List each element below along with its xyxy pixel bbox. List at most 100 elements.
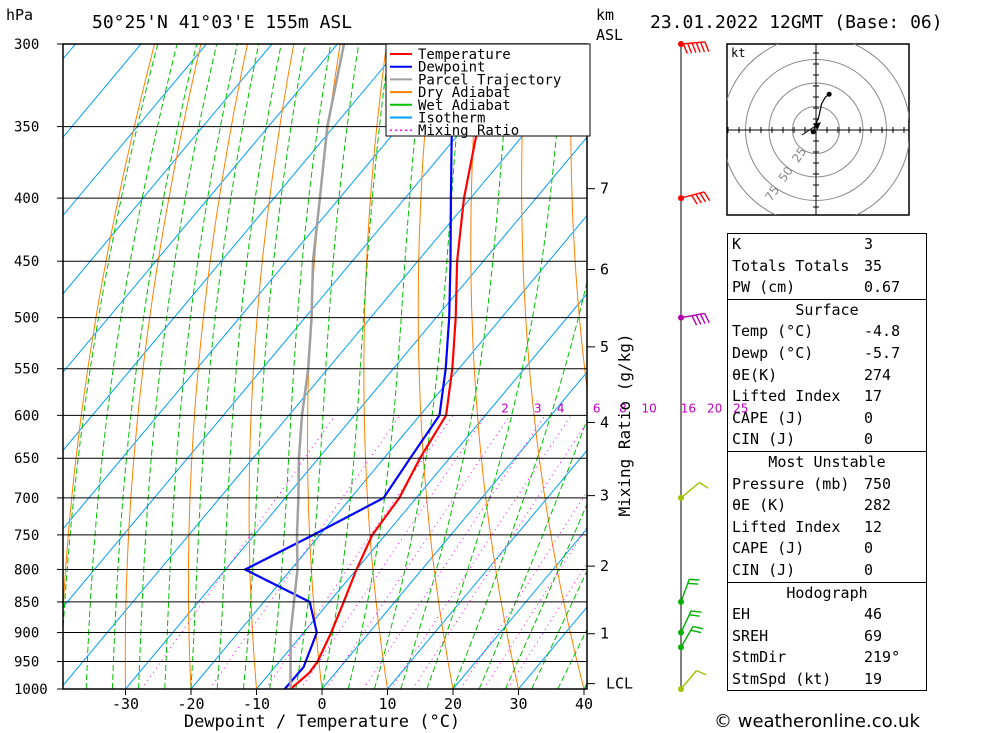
pressure-tick-label: 700 [14,491,39,507]
wet-adiabat-line [164,44,238,689]
x-tick-label: 30 [509,695,527,713]
legend-label: Wet Adiabat [418,98,511,114]
wet-adiabat-line [216,44,282,689]
wind-barb-flag [703,191,711,202]
wind-barb-flag [696,669,707,676]
wind-barb-flag [689,578,700,581]
mixing-ratio-line [362,415,546,689]
wind-barb-flag [691,610,702,614]
wet-adiabat-line [426,44,565,689]
wind-barb-flag [699,192,707,203]
wind-barb [678,312,710,326]
indices-value: 0 [864,539,874,558]
indices-label: Lifted Index [732,387,841,406]
wind-barb [678,625,704,651]
x-tick-label: 40 [575,695,593,713]
mixing-ratio-line [507,562,587,689]
isotherm-line [63,58,587,687]
wet-adiabat-line [478,418,587,689]
indices-value: 750 [864,474,892,493]
pressure-tick-label: 300 [14,37,39,53]
indices-row: StmDir 219° [728,647,926,669]
dry-adiabat-line [990,44,1000,689]
pressure-tick-label: 850 [14,595,39,611]
isotherm-line [125,136,587,689]
indices-label: StmDir [732,648,787,667]
indices-table: K 3 Totals Totals 35 PW (cm) 0.67 Surface Temp … [727,233,927,692]
location-title: 50°25'N 41°03'E 155m ASL [92,12,352,33]
mixing-ratio-line [325,415,511,689]
indices-value: -4.8 [864,322,901,341]
pressure-tick-label: 550 [14,362,39,378]
legend-box [385,43,591,137]
mixing-ratio-label: 20 [707,401,722,415]
wet-adiabat-line [269,44,332,689]
indices-row: CIN (J) 0 [728,429,926,451]
dry-adiabat-line [570,44,587,392]
indices-row: Dewp (°C) -5.7 [728,343,926,365]
indices-section-title: Surface [795,300,859,319]
indices-value: 17 [864,387,883,406]
wind-barb-flag [704,313,710,324]
indices-row: CIN (J) 0 [728,560,926,582]
pressure-tick-label: 450 [14,254,39,270]
indices-label: Lifted Index [732,517,841,536]
legend-label: Isotherm [418,111,485,127]
pressure-tick-label: 400 [14,191,39,207]
wet-adiabat-line [531,569,587,689]
isotherm-line [256,293,587,689]
indices-value: 282 [864,496,892,515]
wind-barb-flag [699,481,709,489]
pressure-tick-label: 1000 [14,682,48,698]
wind-barb-flag [682,43,688,54]
wet-adiabat-line [295,44,360,689]
indices-section: Hodograph EH 46 SREH 69 StmDir 219° StmSpd (kt)… [727,581,927,692]
hodograph-unit: kt [731,46,745,60]
hodograph-start-dot [810,129,816,135]
indices-value: 0 [864,560,874,579]
indices-label: PW (cm) [732,278,796,297]
indices-label: SREH [732,626,769,645]
height-tick-label: 1 [600,625,609,643]
x-tick-label: 0 [317,695,326,713]
indices-label: CAPE (J) [732,539,805,558]
mixing-ratio-line [141,415,336,689]
indices-value: 0.67 [864,278,901,297]
indices-value: 3 [864,235,874,253]
mixing-ratio-label: 16 [681,401,696,415]
indices-section: Most Unstable Pressure (mb) 750 θE (K) 282 Li… [727,450,927,582]
legend-label: Parcel Trajectory [418,72,561,88]
wind-barb-flag [699,42,706,53]
legend-label: Dry Adiabat [418,85,511,101]
indices-row: PW (cm) 0.67 [728,277,926,299]
indices-section-title: Most Unstable [768,452,886,471]
wind-barb [678,191,711,205]
indices-value: 0 [864,408,874,427]
hodograph-end-dot [826,91,832,97]
series-parcel-trajectory [289,44,346,689]
wind-barb [678,578,700,605]
wet-adiabat-line [242,44,306,689]
dry-adiabat-line [417,44,454,689]
x-tick-label: -20 [177,695,204,713]
lcl-label: LCL [606,675,633,693]
indices-row: Lifted Index 17 [728,386,926,408]
wind-barb-flag [692,625,704,630]
mixing-ratio-label: 4 [557,401,565,415]
credit-text: © weatheronline.co.uk [714,711,920,732]
pressure-unit-label: hPa [6,6,33,24]
wet-adiabat-line [85,44,178,689]
mixing-ratio-axis-label: Mixing Ratio (g/kg) [615,333,634,516]
x-tick-label: -30 [112,695,139,713]
mixing-ratio-label: 2 [501,401,509,415]
wet-adiabat-line [190,44,260,689]
wet-adiabat-line [504,502,587,689]
height-unit-label: km [596,6,614,24]
indices-row: Totals Totals 35 [728,256,926,278]
isotherm-line [63,44,273,295]
indices-row: CAPE (J) 0 [728,538,926,560]
indices-value: 274 [864,365,892,384]
wind-barb-flag [704,41,710,52]
